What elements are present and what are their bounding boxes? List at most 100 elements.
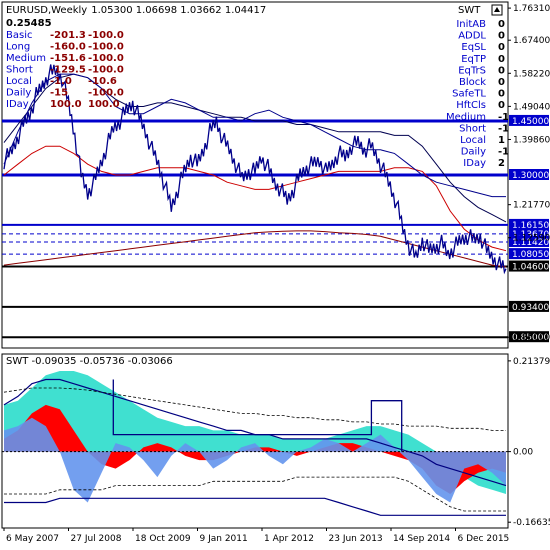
- level-tag: [509, 227, 549, 239]
- indicator-title: SWT -0.09035 -0.05736 -0.03066: [6, 356, 173, 367]
- symbol-value: 0.25485: [6, 18, 52, 29]
- x-tick-label: 1 Apr 2012: [264, 534, 314, 544]
- level-tag: [509, 248, 549, 260]
- right-stat-label: Medium: [446, 112, 486, 123]
- ma-red-line: [3, 145, 507, 252]
- x-tick-label: 18 Oct 2009: [135, 534, 191, 544]
- left-stat-value-2: -100.0: [88, 88, 124, 99]
- indicator-plot-layer: [2, 371, 508, 516]
- right-stat-label: Local: [460, 135, 486, 146]
- badge-arrow-icon: [494, 7, 500, 12]
- level-tag: [509, 235, 549, 247]
- y-tick-label: 1.67400: [513, 36, 550, 46]
- left-stat-label: Short: [6, 65, 33, 76]
- right-stat-value: 0: [498, 54, 505, 65]
- left-stat-value-1: -129.5: [50, 65, 86, 76]
- right-stat-value: 0: [498, 42, 505, 53]
- right-stat-value: 0: [498, 100, 505, 111]
- x-tick-label: 14 Sep 2014: [393, 534, 450, 544]
- indicator-lower-band: [4, 476, 506, 512]
- level-tag: [509, 331, 549, 343]
- level-tag-text: 1.13670: [512, 230, 549, 240]
- level-tag-text: 1.16150: [512, 221, 549, 231]
- right-stat-value: 0: [498, 77, 505, 88]
- right-stat-value: 1: [498, 135, 505, 146]
- x-tick-label: 23 Jun 2013: [329, 534, 383, 544]
- level-tag-text: 0.93400: [512, 303, 549, 313]
- right-stat-label: InitAB: [456, 19, 486, 30]
- x-axis: 6 May 2007 27 Jul 2008 18 Oct 2009 9 Jan 20…: [3, 528, 510, 544]
- y-tick-label: 1.21770: [513, 201, 550, 211]
- left-stat-value-1: 100.0: [50, 99, 82, 110]
- ind-y-tick-label: -0.16635: [513, 518, 550, 528]
- left-stat-label: Basic: [6, 30, 32, 41]
- indicator-badge: SWT: [458, 5, 481, 16]
- level-tag: [509, 260, 549, 272]
- y-tick-label: 1.39860: [513, 135, 550, 145]
- right-stat-label: Block: [459, 77, 486, 88]
- left-stat-value-2: -10.6: [88, 76, 117, 87]
- left-stat-value-1: -201.3: [50, 30, 86, 41]
- left-stat-value-1: -151.6: [50, 53, 86, 64]
- left-stat-label: IDay: [6, 99, 29, 110]
- y-tick-label: 1.49040: [513, 102, 550, 112]
- level-tag-text: 1.30000: [512, 171, 549, 181]
- left-stat-value-2: 100.0: [88, 99, 120, 110]
- left-stat-label: Medium: [6, 53, 46, 64]
- left-stat-value-1: -15: [50, 88, 68, 99]
- left-stat-value-2: -100.0: [88, 53, 124, 64]
- left-stat-value-1: -160.0: [50, 42, 86, 53]
- ind-y-tick-label: 0.00: [513, 448, 533, 458]
- right-stat-value: 0: [498, 31, 505, 42]
- right-stat-label: EqSL: [461, 42, 486, 53]
- left-stat-value-2: -100.0: [88, 42, 124, 53]
- y-tick-label: 1.12590: [513, 234, 550, 244]
- indicator-upper-band: [3, 387, 506, 431]
- right-stat-value: 0: [498, 65, 505, 76]
- right-stat-value: -1: [498, 112, 509, 123]
- x-tick-label: 6 Dec 2015: [458, 534, 510, 544]
- level-tag: [509, 218, 549, 230]
- right-stat-label: Daily: [461, 147, 486, 158]
- y-tick-label: 0.85000: [513, 333, 550, 343]
- right-stat-value: -1: [498, 123, 509, 134]
- y-tick-label: 1.76310: [513, 4, 550, 14]
- indicator-step-line: [112, 379, 403, 452]
- level-tag: [509, 114, 549, 126]
- x-tick-label: 9 Jan 2011: [200, 534, 248, 544]
- right-stat-label: ADDL: [458, 31, 486, 42]
- left-stat-value-2: -100.0: [88, 30, 124, 41]
- indicator-bottom-line: [4, 497, 506, 516]
- ind-y-tick-label: 0.21379: [513, 357, 550, 367]
- y-tick-label: 1.58220: [513, 69, 550, 79]
- right-stats-panel: InitAB 0 ADDL 0 EqSL 0 EqTP 0 EqTrS 0 Block 0 SafeTL…: [446, 19, 509, 169]
- level-tag-text: 1.11420: [512, 238, 549, 248]
- right-stat-label: SafeTL: [452, 89, 486, 100]
- left-stat-value-1: -1.0: [50, 76, 72, 87]
- left-stat-label: Daily: [6, 88, 31, 99]
- x-tick-label: 6 May 2007: [6, 534, 59, 544]
- left-stat-label: Long: [6, 42, 30, 53]
- right-stat-value: 2: [498, 158, 505, 169]
- right-stat-value: -1: [498, 147, 509, 158]
- right-stat-label: IDay: [463, 158, 486, 169]
- chart-title: EURUSD,Weekly 1.05300 1.06698 1.03662 1.0…: [6, 5, 266, 16]
- right-stat-value: 0: [498, 89, 505, 100]
- level-tag-text: 1.08050: [512, 250, 549, 260]
- right-stat-label: HftCls: [456, 100, 486, 111]
- main-y-axis: 1.76310 1.67400 1.58220 1.49040 1.39860 1.217…: [508, 4, 550, 343]
- left-stat-label: Local: [6, 76, 32, 87]
- x-tick-label: 27 Jul 2008: [71, 534, 122, 544]
- level-tag-text: 1.04600: [512, 263, 549, 273]
- price-line: [3, 64, 507, 275]
- level-tag: [509, 169, 549, 180]
- level-tag-text: 0.85000: [512, 333, 549, 343]
- indicator-y-axis: 0.21379 0.00 -0.16635: [508, 357, 550, 528]
- right-stat-label: Short: [459, 123, 486, 134]
- right-stat-label: EqTP: [461, 54, 486, 65]
- left-stat-value-2: -100.0: [88, 65, 124, 76]
